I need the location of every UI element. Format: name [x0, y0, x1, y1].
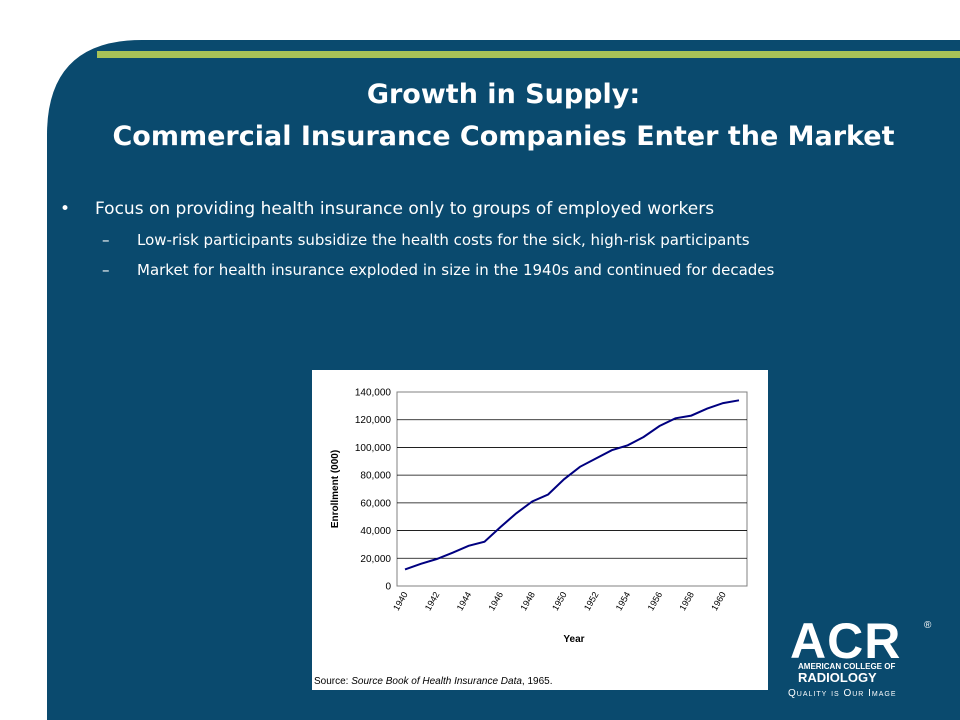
x-axis-label: Year [563, 634, 584, 645]
y-tick-label: 60,000 [360, 498, 391, 509]
dash-icon: – [102, 231, 110, 249]
slide-title: Growth in Supply: Commercial Insurance C… [47, 74, 960, 158]
x-tick-label: 1956 [646, 590, 665, 612]
acr-logo: ACR ® AMERICAN COLLEGE OF RADIOLOGY Qual… [788, 613, 950, 700]
logo-acr-text: ACR [790, 613, 902, 669]
x-tick-label: 1958 [677, 590, 696, 612]
x-tick-label: 1960 [709, 590, 728, 612]
bullet-text: Focus on providing health insurance only… [95, 199, 715, 219]
plot-area [396, 391, 748, 587]
dash-icon: – [102, 261, 110, 279]
y-tick-label: 40,000 [360, 526, 391, 537]
x-tick-label: 1944 [455, 590, 474, 612]
x-tick-label: 1954 [614, 590, 633, 612]
sub-bullet-item: – Market for health insurance exploded i… [58, 258, 898, 283]
y-axis-label: Enrollment (000) [330, 450, 341, 528]
logo-line-2: RADIOLOGY [798, 670, 877, 685]
y-tick-label: 20,000 [360, 554, 391, 565]
x-tick-label: 1948 [518, 590, 537, 612]
bullet-item: • Focus on providing health insurance on… [58, 195, 898, 223]
bullet-list: • Focus on providing health insurance on… [58, 195, 898, 283]
chart-svg: 140,000 120,000 100,000 80,000 60,000 40,000 2… [330, 388, 748, 645]
sub-bullet-text: Low-risk participants subsidize the heal… [137, 231, 750, 249]
source-title: Source Book of Health Insurance Data [351, 676, 522, 687]
x-tick-label: 1946 [486, 590, 505, 612]
source-year: , 1965. [521, 676, 553, 687]
y-tick-label: 140,000 [355, 388, 392, 399]
bullet-dot-icon: • [60, 199, 71, 219]
x-tick-label: 1950 [550, 590, 569, 612]
source-label: Source: [314, 676, 352, 687]
title-line-2: Commercial Insurance Companies Enter the… [112, 121, 895, 152]
enrollment-series-line [404, 399, 740, 571]
y-tick-label: 0 [385, 582, 391, 593]
y-tick-label: 80,000 [360, 471, 391, 482]
title-line-1: Growth in Supply: [366, 79, 641, 110]
sub-bullet-item: – Low-risk participants subsidize the he… [58, 228, 898, 253]
sub-bullet-text: Market for health insurance exploded in … [137, 261, 775, 279]
source-note: Source: Source Book of Health Insurance … [314, 676, 553, 687]
accent-bar [97, 51, 960, 58]
logo-tagline: Quality is Our Image [788, 688, 897, 699]
logo-line-1: AMERICAN COLLEGE OF [798, 662, 896, 671]
logo-registered-mark: ® [924, 620, 932, 631]
y-tick-label: 120,000 [355, 415, 392, 426]
y-tick-label: 100,000 [355, 443, 392, 454]
enrollment-chart: 140,000 120,000 100,000 80,000 60,000 40,000 2… [312, 370, 768, 690]
x-tick-label: 1940 [391, 590, 410, 612]
x-tick-label: 1952 [582, 590, 601, 612]
x-tick-label: 1942 [423, 590, 442, 612]
